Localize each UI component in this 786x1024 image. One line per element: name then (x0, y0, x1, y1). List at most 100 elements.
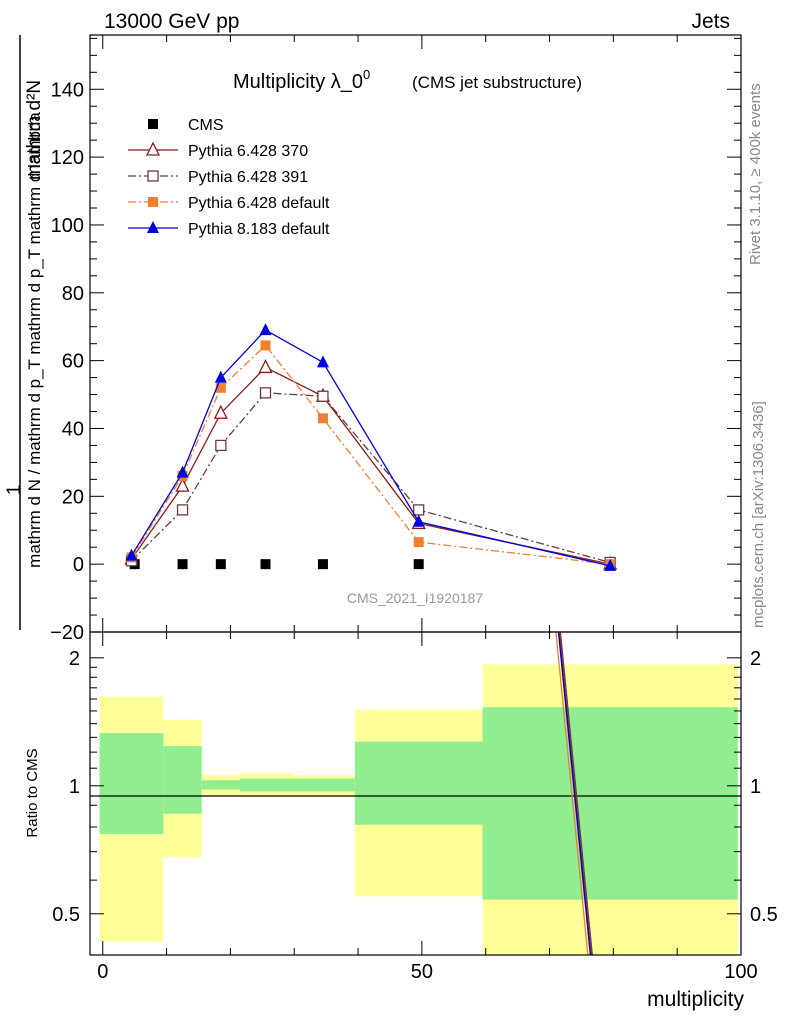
ratio-band-inner (482, 707, 738, 900)
ratio-band-inner (354, 741, 483, 825)
ratio-band-inner (99, 733, 164, 835)
legend-marker (148, 197, 158, 207)
y-tick-label: −20 (50, 622, 84, 644)
y-tick-label: 80 (62, 283, 84, 305)
svg-text:Multiplicity λ_00: Multiplicity λ_00 (233, 67, 370, 93)
data-point (412, 514, 425, 527)
y-tick-label: 40 (62, 418, 84, 440)
ratio-y-ticks: 0.5 0.5 1 1 2 2 (52, 648, 778, 926)
ratio-band-inner (163, 746, 202, 814)
legend-marker (145, 141, 161, 156)
x-axis-label: multiplicity (647, 988, 744, 1011)
series-2 (125, 387, 616, 569)
y-tick-label: 120 (51, 147, 84, 169)
ratio-bands (99, 664, 738, 955)
mcplots-label: mcplots.cern.ch [arXiv:1306.3436] (750, 401, 767, 628)
data-point (176, 465, 189, 478)
ratio-tick-label-right: 2 (750, 648, 761, 670)
ratio-band-inner (291, 778, 355, 792)
legend-label: CMS (188, 117, 224, 134)
legend-entry: Pythia 6.428 370 (128, 141, 308, 160)
data-point (215, 559, 226, 570)
data-point (175, 477, 190, 492)
data-point (177, 559, 188, 570)
rivet-label: Rivet 3.1.10, ≥ 400k events (747, 83, 764, 265)
legend-entry: Pythia 6.428 391 (128, 169, 308, 186)
main-panel: −20 0 20 40 60 80 100 120 140 (50, 34, 742, 644)
series-line (131, 392, 611, 564)
y-tick-label: 0 (73, 554, 84, 576)
data-point (260, 559, 271, 570)
legend-label: Pythia 8.183 default (188, 221, 330, 238)
ylabel-denominator: mathrm d N / mathrm d p_T mathrm d p_T m… (25, 112, 44, 568)
data-point (316, 355, 329, 368)
data-point (260, 340, 271, 351)
ratio-ylabel: Ratio to CMS (24, 748, 41, 837)
x-tick-label: 100 (724, 961, 757, 983)
data-point (604, 558, 617, 571)
data-point (413, 537, 424, 548)
header-left: 13000 GeV pp (104, 10, 239, 33)
x-axis-ticks: 0 50 100 (97, 35, 758, 983)
ratio-tick-label-right: 0.5 (750, 904, 778, 926)
y-tick-label: 140 (51, 79, 84, 101)
legend-entry: Pythia 6.428 default (128, 195, 330, 212)
data-point (317, 390, 329, 402)
data-point (215, 439, 227, 452)
legend-entry: CMS (148, 117, 224, 134)
y-tick-label: 100 (51, 215, 84, 237)
legend-marker (147, 221, 159, 233)
ratio-series-line (557, 631, 592, 956)
header-right: Jets (691, 10, 730, 33)
series-1 (124, 358, 618, 570)
ratio-tick-label: 1 (69, 776, 80, 798)
ratio-series-lines (555, 631, 593, 956)
legend: CMS Pythia 6.428 370 Pythia 6.428 391 Pythi… (128, 117, 330, 238)
x-tick-label: 0 (97, 961, 108, 983)
watermark: CMS_2021_I1920187 (347, 590, 483, 606)
ylabel-fraction-one: 1 (4, 485, 25, 496)
legend-label: Pythia 6.428 370 (188, 143, 308, 160)
ratio-series-line (555, 631, 589, 956)
data-point (259, 323, 272, 336)
series-4 (125, 323, 617, 571)
data-point (258, 358, 273, 374)
ylabel-numerator: mathrm d²N (24, 80, 45, 180)
ratio-plot-frame (89, 631, 742, 956)
main-y-ticks: −20 0 20 40 60 80 100 120 140 (50, 37, 741, 644)
data-point (213, 404, 228, 419)
y-tick-label: 60 (62, 351, 84, 373)
data-point (413, 504, 425, 516)
legend-marker (148, 119, 158, 129)
main-series (124, 323, 618, 571)
data-point (176, 504, 189, 516)
data-point (215, 382, 226, 393)
ratio-panel: 0.5 0.5 1 1 2 2 0 50 100 Ratio to CMS multiplic… (24, 35, 778, 1011)
main-ylabel: mathrm d²N 1 mathrm d N / mathrm d p_T m… (4, 35, 45, 630)
data-point (413, 559, 424, 570)
ratio-band-inner (239, 778, 292, 792)
plot-title: Multiplicity λ_00 (CMS jet substructure) (233, 67, 582, 93)
x-tick-label: 50 (411, 961, 433, 983)
ratio-band-inner (201, 780, 240, 790)
title-main: Multiplicity λ_0 (233, 71, 363, 93)
data-point (125, 548, 138, 561)
data-point (214, 370, 227, 383)
title-subtitle: (CMS jet substructure) (412, 73, 582, 92)
ratio-series-line (559, 631, 593, 956)
legend-marker (147, 170, 159, 182)
ratio-tick-label: 2 (69, 648, 80, 670)
legend-label: Pythia 6.428 default (188, 195, 330, 212)
data-point (259, 387, 272, 399)
data-point (317, 559, 328, 570)
title-sup: 0 (363, 67, 370, 82)
series-line (130, 366, 611, 565)
legend-label: Pythia 6.428 391 (188, 169, 308, 186)
legend-entry: Pythia 8.183 default (128, 221, 330, 238)
data-point (317, 413, 328, 424)
series-line (130, 344, 611, 565)
ratio-tick-label-right: 1 (750, 776, 761, 798)
ratio-tick-label: 0.5 (52, 904, 80, 926)
y-tick-label: 20 (62, 486, 84, 508)
